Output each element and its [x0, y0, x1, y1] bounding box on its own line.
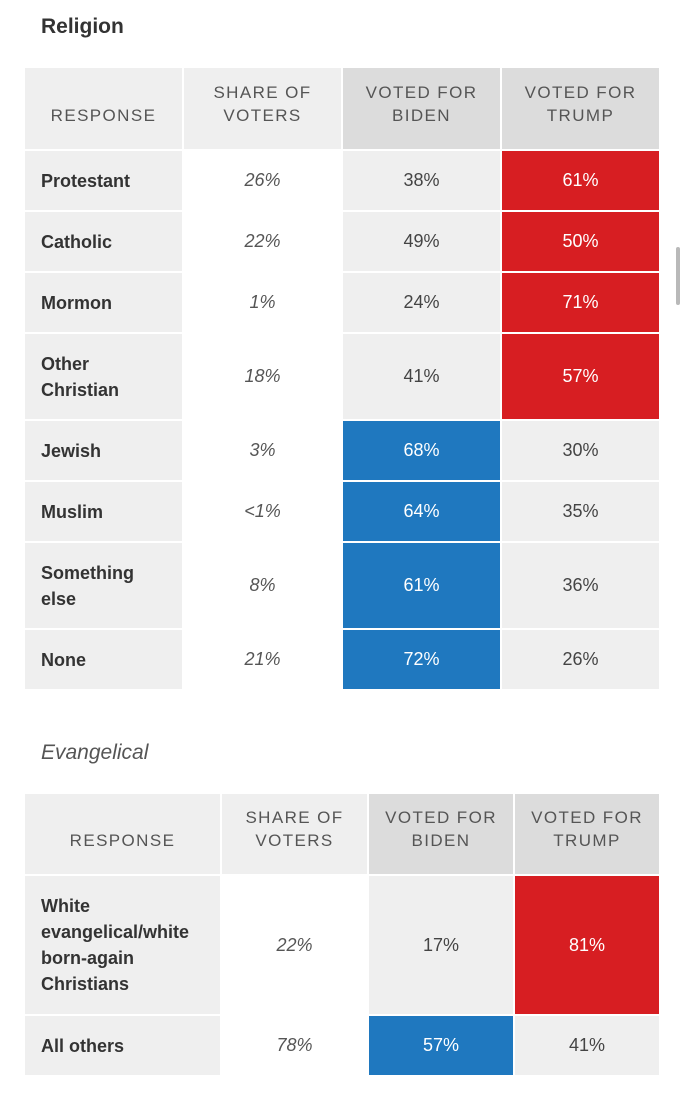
- column-header-biden: VOTED FOR BIDEN: [369, 794, 515, 876]
- response-label: None: [25, 630, 184, 691]
- biden-share: 49%: [343, 212, 502, 273]
- biden-share: 17%: [369, 876, 515, 1016]
- share-of-voters: 22%: [184, 212, 343, 273]
- trump-share: 81%: [515, 876, 661, 1016]
- column-header-response: RESPONSE: [25, 68, 184, 151]
- column-header-response: RESPONSE: [25, 794, 222, 876]
- response-label: Catholic: [25, 212, 184, 273]
- table-row: Catholic 22% 49% 50%: [25, 212, 661, 273]
- table-header-row: RESPONSE SHARE OF VOTERS VOTED FOR BIDEN…: [25, 68, 661, 151]
- biden-share: 68%: [343, 421, 502, 482]
- response-label: Jewish: [25, 421, 184, 482]
- biden-share: 61%: [343, 543, 502, 630]
- trump-share: 50%: [502, 212, 661, 273]
- biden-share: 57%: [369, 1016, 515, 1077]
- response-label: Other Christian: [25, 334, 184, 421]
- trump-share: 57%: [502, 334, 661, 421]
- table-row: Other Christian 18% 41% 57%: [25, 334, 661, 421]
- evangelical-section-title: Evangelical: [41, 741, 149, 764]
- share-of-voters: <1%: [184, 482, 343, 543]
- biden-share: 72%: [343, 630, 502, 691]
- table-row: White evangelical/white born-again Chris…: [25, 876, 661, 1016]
- table-row: Muslim <1% 64% 35%: [25, 482, 661, 543]
- column-header-biden: VOTED FOR BIDEN: [343, 68, 502, 151]
- trump-share: 41%: [515, 1016, 661, 1077]
- response-label: Mormon: [25, 273, 184, 334]
- share-of-voters: 26%: [184, 151, 343, 212]
- column-header-trump: VOTED FOR TRUMP: [502, 68, 661, 151]
- table-row: Something else 8% 61% 36%: [25, 543, 661, 630]
- evangelical-results-table: RESPONSE SHARE OF VOTERS VOTED FOR BIDEN…: [25, 794, 661, 1077]
- response-label: Protestant: [25, 151, 184, 212]
- trump-share: 35%: [502, 482, 661, 543]
- column-header-share: SHARE OF VOTERS: [184, 68, 343, 151]
- religion-section-title: Religion: [41, 15, 124, 38]
- table-row: Protestant 26% 38% 61%: [25, 151, 661, 212]
- trump-share: 71%: [502, 273, 661, 334]
- response-label: White evangelical/white born-again Chris…: [25, 876, 222, 1016]
- biden-share: 24%: [343, 273, 502, 334]
- share-of-voters: 21%: [184, 630, 343, 691]
- trump-share: 30%: [502, 421, 661, 482]
- response-label: All others: [25, 1016, 222, 1077]
- biden-share: 64%: [343, 482, 502, 543]
- table-row: Jewish 3% 68% 30%: [25, 421, 661, 482]
- response-label: Muslim: [25, 482, 184, 543]
- biden-share: 41%: [343, 334, 502, 421]
- share-of-voters: 8%: [184, 543, 343, 630]
- share-of-voters: 22%: [222, 876, 369, 1016]
- table-row: Mormon 1% 24% 71%: [25, 273, 661, 334]
- biden-share: 38%: [343, 151, 502, 212]
- share-of-voters: 1%: [184, 273, 343, 334]
- table-row: None 21% 72% 26%: [25, 630, 661, 691]
- column-header-share: SHARE OF VOTERS: [222, 794, 369, 876]
- share-of-voters: 3%: [184, 421, 343, 482]
- table-header-row: RESPONSE SHARE OF VOTERS VOTED FOR BIDEN…: [25, 794, 661, 876]
- trump-share: 26%: [502, 630, 661, 691]
- trump-share: 36%: [502, 543, 661, 630]
- share-of-voters: 18%: [184, 334, 343, 421]
- column-header-trump: VOTED FOR TRUMP: [515, 794, 661, 876]
- trump-share: 61%: [502, 151, 661, 212]
- table-row: All others 78% 57% 41%: [25, 1016, 661, 1077]
- response-label: Something else: [25, 543, 184, 630]
- religion-results-table: RESPONSE SHARE OF VOTERS VOTED FOR BIDEN…: [25, 68, 661, 691]
- scrollbar[interactable]: [676, 247, 680, 305]
- share-of-voters: 78%: [222, 1016, 369, 1077]
